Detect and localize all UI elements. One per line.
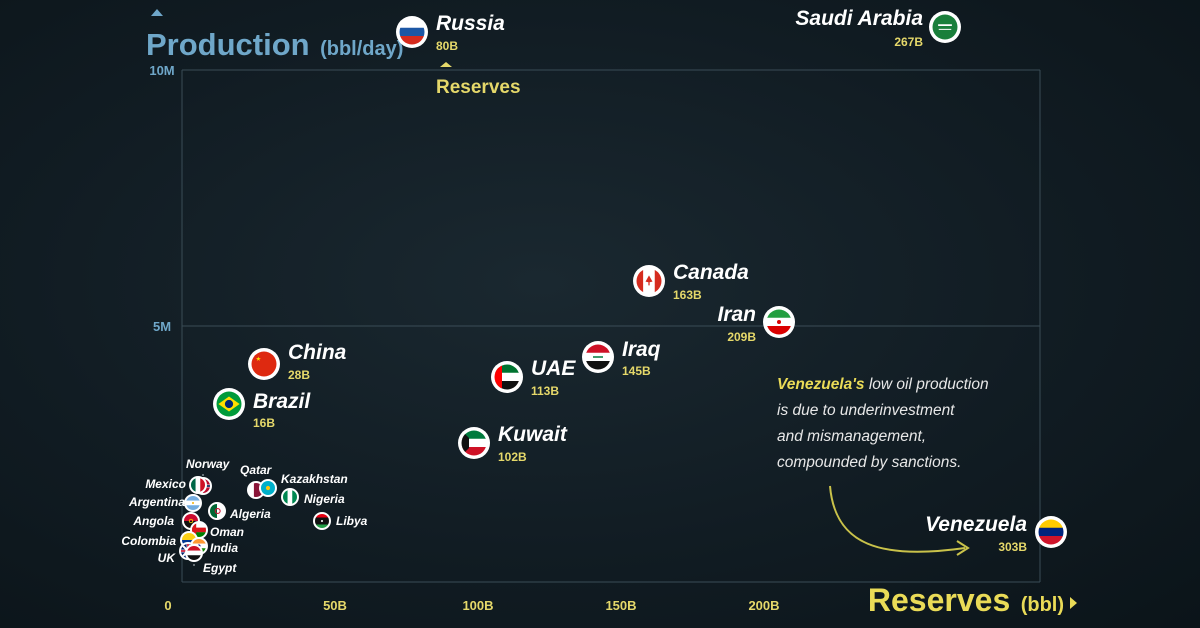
canada-flag-icon	[636, 268, 662, 294]
point-value: 209B	[727, 330, 756, 344]
point-canada: Canada 163B	[633, 261, 749, 302]
point-brazil: Brazil 16B	[213, 388, 311, 430]
point-value: 16B	[253, 416, 275, 430]
point-label: Nigeria	[304, 492, 345, 506]
point-kazakhstan: Kazakhstan	[259, 472, 348, 497]
point-label: Colombia	[121, 534, 176, 548]
x-axis-arrow-icon	[1070, 597, 1077, 609]
point-label: Angola	[132, 514, 174, 528]
point-value: 163B	[673, 288, 702, 302]
point-angola: Angola	[132, 512, 200, 530]
point-label: Argentina	[128, 495, 185, 509]
point-label: China	[288, 341, 347, 364]
points: Russia 80B Saudi Arabia 267B Canada 163B Iran 2…	[121, 7, 1067, 575]
point-libya: Libya	[313, 512, 368, 530]
point-label: Iran	[717, 303, 756, 326]
annotation-arrowhead-icon	[956, 540, 970, 556]
saudi-arabia-flag-icon	[932, 14, 958, 40]
point-label: Iraq	[622, 338, 661, 361]
point-uae: UAE 113B	[491, 357, 576, 398]
y-axis-arrow-icon	[151, 9, 163, 16]
venezuela-flag-icon	[1038, 519, 1064, 545]
grid	[181, 69, 1041, 583]
angola-flag-icon	[184, 514, 198, 528]
point-value: 303B	[998, 540, 1027, 554]
point-mexico: Mexico	[145, 476, 207, 494]
oman-flag-icon	[192, 523, 206, 537]
kuwait-flag-icon	[461, 430, 487, 456]
point-argentina: Argentina	[128, 494, 202, 512]
point-value: 102B	[498, 450, 527, 464]
point-nigeria: Nigeria	[281, 488, 345, 506]
axis-titles: Production (bbl/day) Reserves (bbl) Rese…	[146, 9, 1077, 618]
point-value: 28B	[288, 368, 310, 382]
y-tick-label: 10M	[149, 63, 174, 78]
point-oman: Oman	[190, 521, 244, 539]
x-tick-label: 50B	[323, 598, 347, 613]
point-label: UAE	[531, 357, 576, 380]
point-label: Oman	[210, 525, 244, 539]
brazil-flag-icon	[216, 391, 242, 417]
annotation: Venezuela's low oil production is due to…	[777, 376, 993, 556]
point-label: Egypt	[203, 561, 237, 575]
uae-flag-icon	[494, 364, 520, 390]
x-tick-label: 200B	[748, 598, 779, 613]
reserves-marker-label: Reserves	[436, 77, 521, 98]
point-label: Kazakhstan	[281, 472, 348, 486]
ticks: 0 50B 100B 150B 200B 5M 10M	[149, 63, 779, 613]
point-label: Libya	[336, 514, 368, 528]
x-axis-title: Reserves (bbl)	[868, 582, 1064, 618]
point-egypt: Egypt	[185, 544, 237, 575]
point-iraq: Iraq 145B	[582, 338, 661, 378]
iran-flag-icon	[766, 309, 792, 335]
point-label: Canada	[673, 261, 749, 284]
point-russia: Russia 80B	[396, 12, 505, 53]
point-label: Saudi Arabia	[795, 7, 923, 30]
iraq-flag-icon	[585, 344, 611, 370]
point-china: China 28B	[248, 341, 347, 382]
point-value: 113B	[531, 384, 559, 398]
annotation-text: Venezuela's low oil production is due to…	[777, 376, 993, 471]
kazakhstan-flag-icon	[261, 481, 275, 495]
argentina-flag-icon	[186, 496, 200, 510]
nigeria-flag-icon	[283, 490, 297, 504]
point-label: Russia	[436, 12, 505, 35]
point-label: UK	[158, 551, 177, 565]
y-tick-label: 5M	[153, 319, 171, 334]
libya-flag-icon	[315, 514, 329, 528]
egypt-flag-icon	[187, 546, 201, 560]
point-label: Algeria	[229, 507, 271, 521]
x-tick-label: 100B	[462, 598, 493, 613]
point-venezuela: Venezuela 303B	[925, 513, 1067, 554]
point-algeria: Algeria	[208, 502, 271, 521]
qatar-flag-icon	[249, 483, 263, 497]
point-label: Norway	[186, 457, 231, 471]
point-iran: Iran 209B	[717, 303, 795, 344]
point-label: India	[210, 541, 238, 555]
x-tick-label: 150B	[605, 598, 636, 613]
china-flag-icon	[251, 351, 277, 377]
russia-flag-icon	[399, 19, 425, 45]
point-label: Brazil	[253, 390, 311, 413]
x-tick-label: 0	[164, 598, 171, 613]
annotation-arrow	[829, 485, 966, 553]
reserves-marker-arrow-icon	[440, 62, 452, 67]
point-saudi-arabia: Saudi Arabia 267B	[795, 7, 961, 49]
annotation-highlight: Venezuela's	[777, 376, 865, 393]
point-label: Venezuela	[925, 513, 1027, 536]
point-label: Mexico	[145, 477, 186, 491]
point-value: 145B	[622, 364, 651, 378]
algeria-flag-icon	[210, 504, 224, 518]
point-label: Qatar	[240, 463, 273, 477]
y-axis-title: Production (bbl/day)	[146, 27, 403, 62]
point-kuwait: Kuwait 102B	[458, 423, 568, 464]
point-value: 267B	[894, 35, 923, 49]
mexico-flag-icon	[191, 478, 205, 492]
point-value: 80B	[436, 39, 458, 53]
point-label: Kuwait	[498, 423, 568, 446]
